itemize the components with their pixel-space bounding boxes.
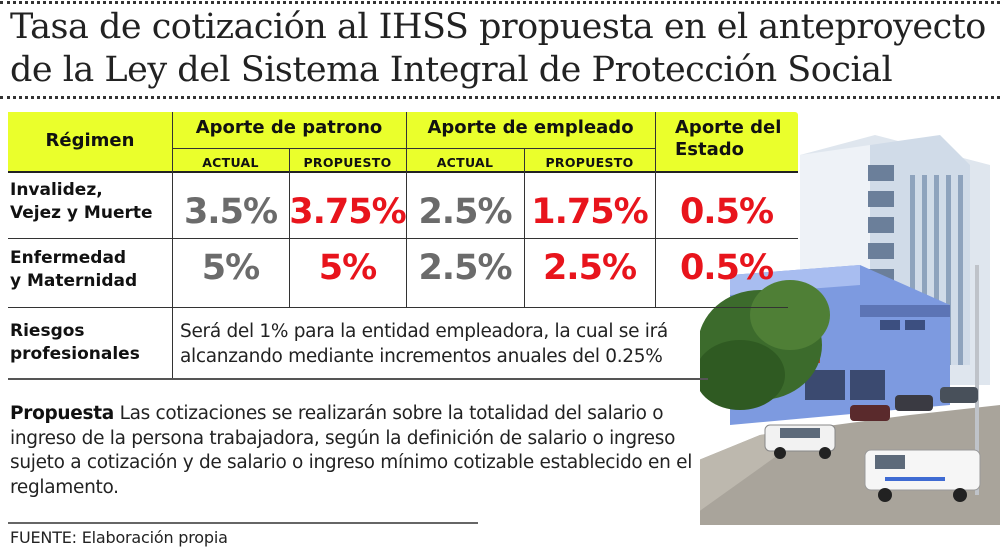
title-line-2: de la Ley del Sistema Integral de Protec… (10, 50, 893, 90)
col-divider (289, 148, 290, 307)
infographic-title: Tasa de cotización al IHSS propuesta en … (10, 6, 1000, 92)
proposal-label: Propuesta (10, 403, 114, 424)
ivm-patrono-propuesto: 3.75% (289, 192, 406, 232)
em-patrono-propuesto: 5% (318, 248, 377, 288)
top-dotted-rule (0, 1, 1000, 4)
header-aporte-patrono: Aporte de patrono (195, 117, 383, 138)
title-line-1: Tasa de cotización al IHSS propuesta en … (10, 7, 986, 47)
table-header (8, 112, 798, 173)
ivm-patrono-actual: 3.5% (183, 192, 278, 232)
ihss-building-photo (700, 105, 1000, 525)
row-label-riesgos: Riesgos profesionales (10, 321, 140, 364)
header-regimen: Régimen (45, 130, 135, 151)
em-patrono-actual: 5% (201, 248, 260, 288)
row-divider (8, 238, 798, 239)
footer-rule (8, 522, 478, 524)
title-dotted-rule (0, 96, 1000, 99)
subheader-empleado-propuesto: PROPUESTO (545, 155, 634, 170)
header-aporte-empleado: Aporte de empleado (427, 117, 634, 138)
ivm-empleado-actual: 2.5% (418, 192, 512, 232)
proposal-paragraph: Propuesta Las cotizaciones se realizarán… (10, 402, 710, 500)
header-divider (172, 148, 655, 149)
em-empleado-actual: 2.5% (418, 248, 512, 288)
subheader-empleado-actual: ACTUAL (436, 155, 494, 170)
col-divider (524, 148, 525, 307)
table-bottom-rule (8, 378, 708, 380)
header-aporte-estado: Aporte del Estado (675, 117, 782, 160)
ivm-empleado-propuesto: 1.75% (531, 192, 648, 232)
col-divider (172, 112, 173, 378)
source-credit: FUENTE: Elaboración propia (10, 528, 228, 547)
riesgos-description: Será del 1% para la entidad empleadora, … (180, 321, 668, 367)
subheader-patrono-propuesto: PROPUESTO (303, 155, 392, 170)
col-divider (406, 112, 407, 307)
em-estado: 0.5% (679, 248, 774, 288)
row-label-ivm: Invalidez, Vejez y Muerte (10, 180, 153, 223)
em-empleado-propuesto: 2.5% (542, 248, 637, 288)
row-label-em: Enfermedad y Maternidad (10, 248, 138, 291)
proposal-text: Las cotizaciones se realizarán sobre la … (10, 403, 693, 498)
subheader-patrono-actual: ACTUAL (202, 155, 259, 170)
ivm-estado: 0.5% (679, 192, 774, 232)
row-divider (8, 307, 788, 308)
col-divider (655, 112, 656, 307)
